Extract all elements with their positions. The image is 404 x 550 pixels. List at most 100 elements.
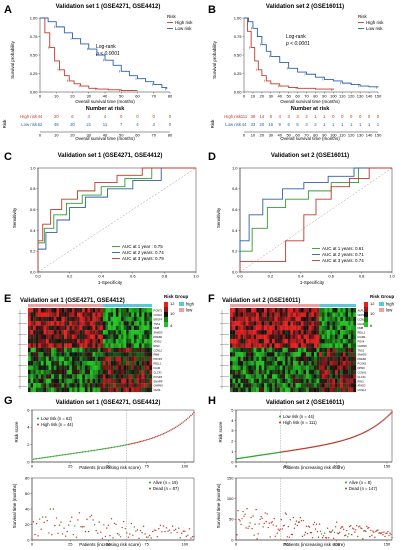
heatmap-gene-label: SMAD5 <box>358 353 367 357</box>
heatmap-cell <box>245 334 249 340</box>
heatmap-cell <box>235 347 238 353</box>
heatmap-cell <box>38 378 42 384</box>
heatmap-cell <box>337 352 341 357</box>
surv-point-dead <box>311 537 314 539</box>
heatmap-cell <box>92 387 96 393</box>
heatmap-cell <box>321 383 325 388</box>
surv-point-dead <box>371 534 373 537</box>
heatmap-cell <box>277 378 280 384</box>
heatmap-cell <box>108 387 111 393</box>
heatmap-cell <box>329 343 333 348</box>
heatmap-cell <box>121 334 124 340</box>
heatmap-cell <box>277 369 280 375</box>
heatmap-cell <box>105 378 109 384</box>
heatmap-cell <box>293 338 296 344</box>
risk-x-tick-label: 100 <box>181 464 188 469</box>
surv-point-dead <box>266 513 268 515</box>
risk-point <box>92 449 94 452</box>
heatmap-cell <box>295 352 299 357</box>
heatmap-group-swatch <box>179 308 184 312</box>
heatmap-cell <box>335 334 338 340</box>
risk-point <box>152 437 154 439</box>
heatmap-cell <box>348 361 351 366</box>
heatmap-cell <box>264 387 267 393</box>
heatmap-cell <box>253 352 257 357</box>
heatmap-gene-label: PDX4 <box>358 339 365 343</box>
heatmap-cell <box>306 321 309 326</box>
surv-point-dead <box>75 536 78 538</box>
heatmap-cell <box>248 347 252 353</box>
heatmap-cell <box>87 383 91 388</box>
surv-point-dead <box>159 524 162 527</box>
heatmap-cell <box>149 308 153 313</box>
heatmap-cell <box>126 369 129 375</box>
heatmap-cell <box>329 330 333 335</box>
surv-point-alive <box>41 516 44 518</box>
risk-table-tick-label: 10 <box>54 133 59 138</box>
heatmap-cell <box>100 378 104 384</box>
heatmap-cell <box>102 316 106 322</box>
surv-point-dead <box>386 532 388 534</box>
heatmap-cell <box>90 365 93 370</box>
heatmap-cell <box>77 316 80 322</box>
heatmap-cell <box>253 343 257 348</box>
heatmap-cell <box>261 383 265 388</box>
heatmap-cell <box>28 361 31 366</box>
heatmap-cell <box>84 383 88 388</box>
heatmap-cell <box>79 334 83 340</box>
heatmap-cell <box>258 338 262 344</box>
heatmap-cell <box>293 352 296 357</box>
surv-point-dead <box>384 535 386 538</box>
panel-a-title: Validation set 1 (GSE4271, GSE4412) <box>56 4 161 10</box>
heatmap-cell <box>306 312 309 317</box>
heatmap-cell <box>118 356 122 362</box>
heatmap-cell <box>308 361 312 366</box>
heatmap-cell <box>141 387 145 393</box>
heatmap-cell <box>51 308 54 313</box>
heatmap-cell <box>319 347 322 353</box>
heatmap-cell <box>126 325 129 331</box>
heatmap-cell <box>306 338 309 344</box>
heatmap-cell <box>43 383 47 388</box>
heatmap-cell <box>40 374 44 379</box>
heatmap-cell <box>272 321 275 326</box>
heatmap-cell <box>232 369 236 375</box>
heatmap-cell <box>264 347 267 353</box>
risk-count: 30 <box>70 122 75 127</box>
heatmap-cell <box>287 316 291 322</box>
heatmap-gene-label: PDE6D <box>358 357 367 361</box>
heatmap-cell <box>314 325 317 331</box>
risk-point <box>83 451 85 453</box>
heatmap-cell <box>316 365 320 370</box>
heatmap-cell <box>74 312 78 317</box>
heatmap-cell <box>53 316 57 322</box>
surv-point-alive <box>302 519 305 522</box>
risk-point <box>37 457 39 460</box>
surv-point-dead <box>355 529 357 531</box>
heatmap-cell <box>87 316 91 322</box>
heatmap-cell <box>266 312 270 317</box>
heatmap-group-swatch <box>179 302 184 306</box>
heatmap-cell <box>84 378 88 384</box>
heatmap-cell <box>64 387 67 393</box>
heatmap-cell <box>300 321 304 326</box>
heatmap-cell <box>46 365 49 370</box>
heatmap-cell <box>316 343 320 348</box>
risk-point <box>173 427 175 429</box>
surv-point-alive <box>133 526 136 528</box>
km-curve-low <box>40 17 168 90</box>
surv-point-dead <box>178 527 180 529</box>
heatmap-cell <box>123 361 127 366</box>
heatmap-cell <box>90 378 93 384</box>
surv-point-dead <box>327 537 330 539</box>
heatmap-cell <box>133 308 137 313</box>
surv-point-dead <box>305 525 308 528</box>
heatmap-cell <box>87 312 91 317</box>
heatmap-gene-label: PDE6D <box>154 335 163 339</box>
panel-h: H Validation set 2 (GSE16011) Risk score… <box>208 395 393 547</box>
heatmap-cell <box>110 343 114 348</box>
heatmap-cell <box>251 383 254 388</box>
heatmap-cell <box>272 316 275 322</box>
heatmap-scale-swatch <box>164 307 168 312</box>
